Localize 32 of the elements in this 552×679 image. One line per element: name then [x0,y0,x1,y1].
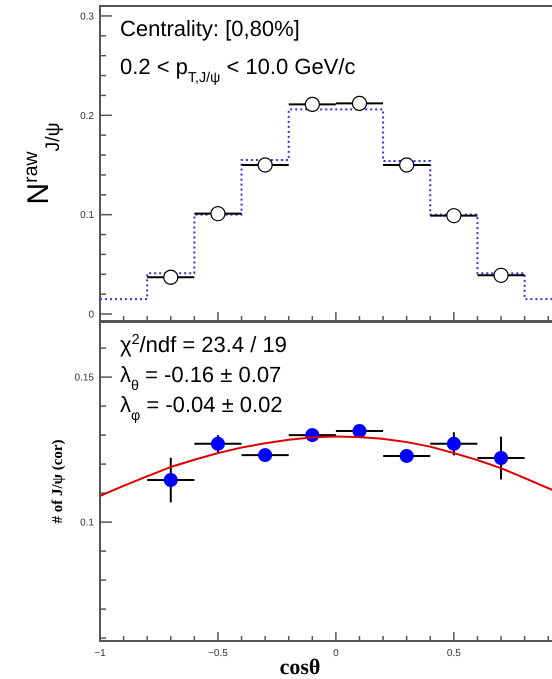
y-tick-label: 0.1 [80,518,94,529]
annotation: χ$^{2}$/ndf = 23.4 / 19 [120,332,287,357]
point [164,473,178,488]
annotation: λ$_{φ}$ = -0.04 ± 0.02 [120,392,283,424]
y-tick-label: 0.2 [80,110,94,122]
y-tick-label: 0.15 [74,372,94,384]
annotation: Centrality: [0,80%] [120,16,300,41]
y-tick-label: 0 [88,310,94,321]
annotation: 0.2 < p$_{T,J/ψ}$ < 10.0 GeV/c [120,54,356,86]
point [446,208,462,224]
point [494,451,508,466]
point [399,157,414,173]
annotation: λ$_{θ}$ = -0.16 ± 0.07 [120,362,282,394]
point [210,206,226,222]
point [163,270,178,285]
point [400,448,414,463]
y-tick-label: 0.3 [80,11,94,22]
x-axis-title: cosθ [280,654,320,679]
x-tick-label: 0.5 [446,648,462,659]
x-tick-label: −1 [94,648,106,659]
x-tick-label: 0 [333,648,340,659]
y-axis-title: # of J/ψ (cor) [50,439,66,524]
point [352,424,366,438]
point [304,96,320,112]
x-tick-label: −0.5 [208,648,228,659]
point [258,157,273,173]
point [446,436,461,451]
point [493,268,509,283]
point [258,448,272,462]
point [352,96,368,111]
y-tick-label: 0.1 [80,210,94,222]
point [210,436,225,451]
